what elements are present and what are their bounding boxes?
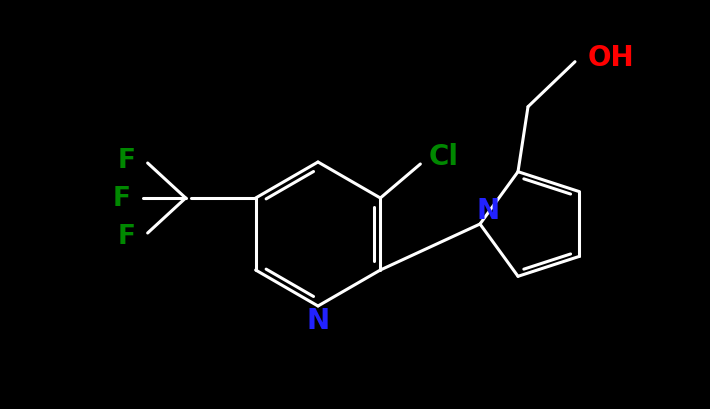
Text: F: F [118,148,136,173]
Text: Cl: Cl [428,143,459,171]
Text: F: F [118,223,136,249]
Text: N: N [307,306,329,334]
Text: OH: OH [588,44,635,72]
Text: N: N [476,196,500,225]
Text: F: F [113,186,131,211]
